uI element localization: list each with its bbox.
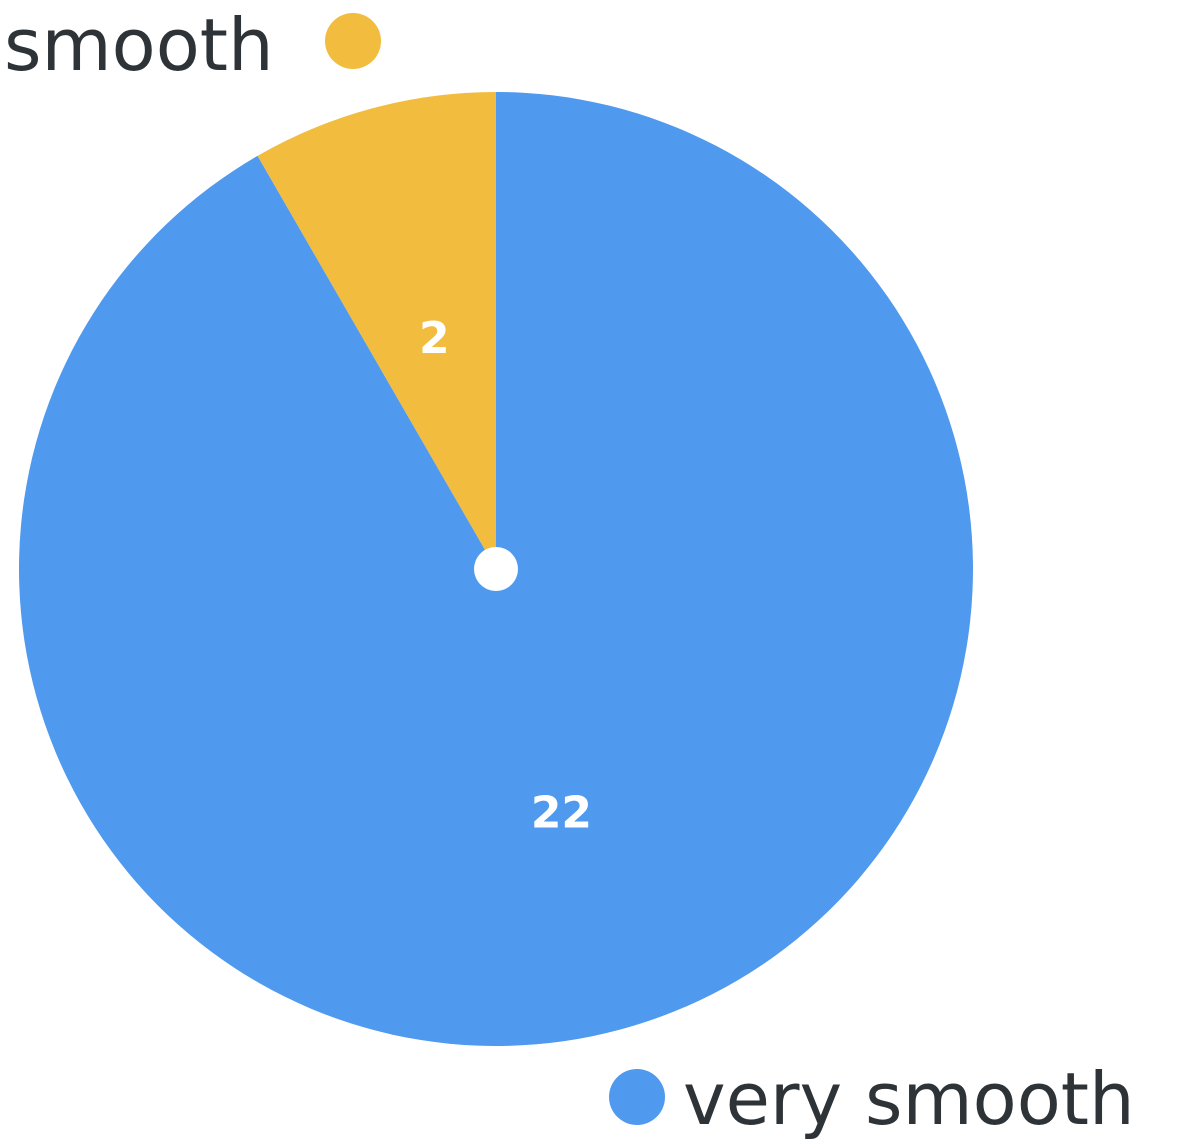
center-dot <box>474 547 518 591</box>
labels-layer: 222 <box>419 313 592 839</box>
slice-value-label-very-smooth: 22 <box>531 788 592 839</box>
legend-dot-very-smooth <box>609 1069 665 1125</box>
legend-layer: smooth very smooth <box>4 3 1135 1141</box>
legend-label-very-smooth: very smooth <box>683 1057 1135 1141</box>
pie-slice-smooth <box>257 92 496 569</box>
slice-value-label-smooth: 2 <box>419 313 450 364</box>
legend-dot-smooth <box>325 13 381 69</box>
legend-label-smooth: smooth <box>4 3 274 87</box>
